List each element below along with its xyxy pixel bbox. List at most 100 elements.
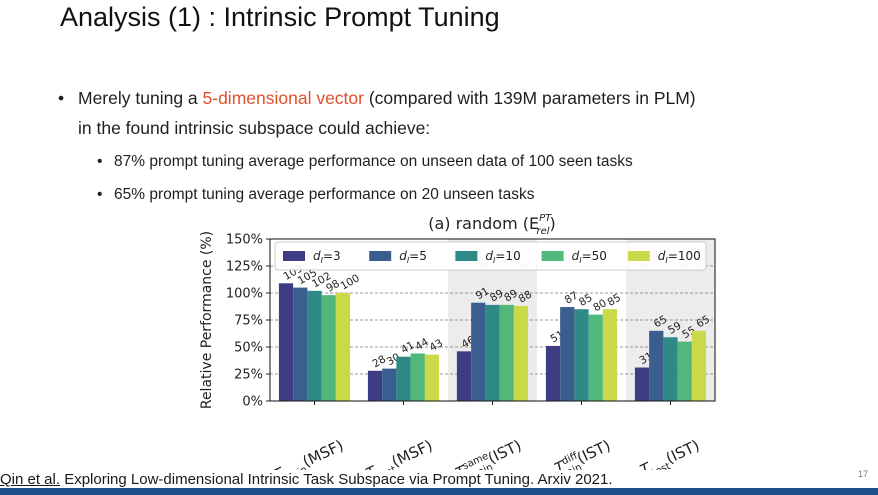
category-symbol: T: [363, 462, 381, 470]
main-bullet-line2: in the found intrinsic subspace could ac…: [78, 118, 431, 138]
y-tick-label: 50%: [234, 341, 263, 356]
category-subscript: test: [650, 461, 672, 470]
x-category-label: Ttrain(MSF): [270, 436, 347, 470]
legend-value: =100: [668, 249, 701, 263]
bar: [574, 309, 589, 401]
bar: [471, 302, 486, 401]
bullet-highlight: 5-dimensional vector: [202, 88, 364, 108]
bar: [278, 283, 294, 401]
legend-box: [274, 241, 707, 271]
bar: [649, 330, 664, 401]
chart-title-end: ): [550, 214, 556, 233]
bar-value-label: 88: [516, 288, 534, 305]
bottom-bar: [0, 488, 878, 495]
legend-symbol: d: [313, 249, 321, 263]
legend-value: =3: [323, 249, 341, 263]
legend-subscript: I: [493, 256, 496, 265]
chart-title-subscript: rel: [536, 226, 549, 237]
category-tail: (MSF): [300, 436, 346, 470]
bar: [456, 351, 472, 401]
category-subscript: test: [376, 464, 398, 470]
bar-value-label: 98: [324, 278, 342, 295]
main-bullet: • Merely tuning a 5-dimensional vector (…: [58, 88, 696, 109]
legend-entry: dI=5: [399, 249, 427, 265]
y-tick-label: 150%: [226, 233, 263, 248]
bar-value-label: 65: [652, 313, 670, 330]
legend-value: =10: [495, 249, 520, 263]
legend-subscript: I: [579, 256, 582, 265]
bar: [634, 367, 650, 401]
category-symbol: T: [637, 458, 655, 470]
bar-value-label: 91: [474, 285, 492, 302]
legend-subscript: I: [665, 256, 668, 265]
legend-symbol: d: [658, 249, 666, 263]
citation[interactable]: Qin et al. Exploring Low-dimensional Int…: [0, 471, 613, 488]
category-symbol: T: [453, 461, 471, 470]
x-category-label: Ttest(IST): [637, 436, 704, 470]
bar-value-label: 65: [694, 313, 712, 330]
bar: [396, 356, 411, 401]
category-tail: (MSF): [389, 436, 435, 470]
legend-swatch: [369, 251, 392, 261]
category-tail: (IST): [663, 436, 702, 467]
legend-entry: dI=100: [658, 249, 701, 265]
sub-bullet-2: • 65% prompt tuning average performance …: [97, 186, 535, 204]
bar: [602, 309, 618, 401]
bar-value-label: 100: [338, 272, 361, 292]
x-category-label: Tsametrain(IST): [453, 436, 527, 470]
legend-symbol: d: [572, 249, 580, 263]
chart-title-superscript: PT: [539, 213, 552, 224]
bar-value-label: 89: [502, 287, 520, 304]
y-tick-label: 25%: [234, 368, 263, 383]
bullet-text-pre: Merely tuning a: [78, 88, 203, 108]
legend-subscript: I: [407, 256, 410, 265]
citation-text: Exploring Low-dimensional Intrinsic Task…: [60, 471, 613, 488]
legend-value: =50: [582, 249, 607, 263]
bar: [588, 314, 603, 401]
y-tick-label: 100%: [226, 287, 263, 302]
bar-value-label: 43: [427, 337, 445, 354]
x-category-label: Ttest(MSF): [363, 436, 437, 470]
legend-symbol: d: [485, 249, 493, 263]
bar-value-label: 44: [413, 336, 431, 353]
bar: [367, 370, 383, 401]
bar-value-label: 85: [577, 292, 595, 309]
legend-swatch: [455, 251, 478, 261]
bullet-text-post: (compared with 139M parameters in PLM): [363, 88, 696, 108]
bullet-glyph: •: [58, 88, 65, 108]
bar: [382, 368, 397, 401]
bar: [560, 307, 575, 401]
category-tail: (IST): [485, 436, 524, 467]
bar: [499, 304, 514, 401]
legend-symbol: d: [399, 249, 407, 263]
bar: [321, 295, 336, 401]
legend-entry: dI=3: [313, 249, 341, 265]
bar: [335, 293, 351, 401]
bar-value-label: 87: [563, 290, 581, 307]
legend-value: =5: [409, 249, 427, 263]
legend-swatch: [541, 251, 564, 261]
category-subscript: train: [558, 462, 584, 470]
bar-value-label: 59: [666, 320, 684, 337]
y-tick-label: 0%: [242, 395, 263, 410]
bar: [663, 337, 678, 401]
sub-bullet-1-text: 87% prompt tuning average performance on…: [114, 153, 633, 170]
bar-value-label: 89: [488, 287, 506, 304]
category-symbol: T: [270, 463, 288, 470]
bar: [691, 330, 707, 401]
bar: [545, 345, 561, 401]
bar-value-label: 41: [399, 339, 417, 356]
legend-entry: dI=10: [485, 249, 520, 265]
page-number: 17: [857, 469, 868, 479]
bar-value-label: 85: [605, 292, 623, 309]
legend-swatch: [283, 251, 305, 261]
legend: dI=3 dI=5 dI=10 dI=50 dI=100: [274, 241, 707, 271]
chart-title-text: (a) random (E: [428, 214, 539, 233]
y-tick-label: 125%: [226, 260, 263, 275]
citation-authors[interactable]: Qin et al.: [0, 471, 61, 488]
sub-bullet-2-text: 65% prompt tuning average performance on…: [114, 186, 535, 203]
bar: [485, 304, 500, 401]
bar: [424, 354, 440, 401]
